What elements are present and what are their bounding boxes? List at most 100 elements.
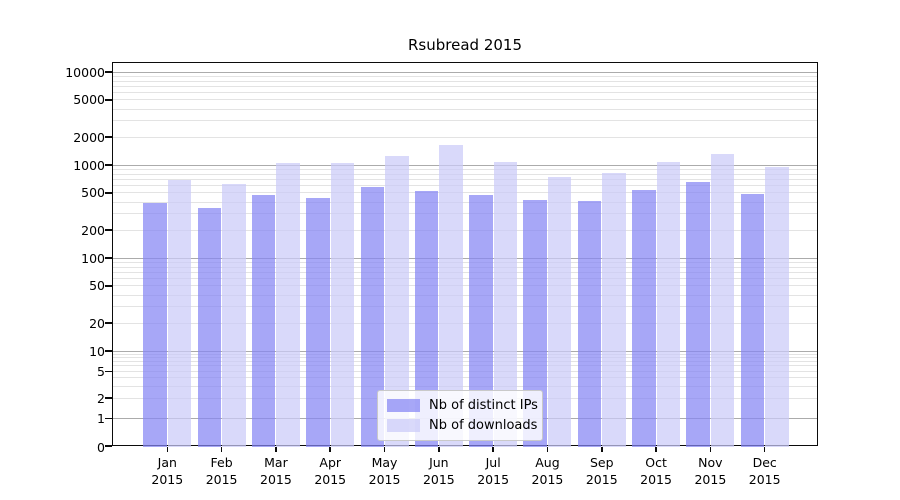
- x-tick-label: Feb 2015: [205, 455, 238, 487]
- bar-feb-downloads: [222, 184, 246, 447]
- gridline-minor: [113, 99, 817, 101]
- legend-label-distinct-ips: Nb of distinct IPs: [429, 398, 538, 413]
- y-tick-label: 2: [97, 390, 105, 406]
- y-tick-label: 5000: [73, 92, 105, 108]
- x-tick-label: Jan 2015: [151, 455, 184, 487]
- gridline-minor: [113, 213, 817, 215]
- bar-aug-ips: [523, 200, 547, 447]
- bar-feb-ips: [197, 207, 222, 447]
- gridline-minor: [113, 192, 817, 194]
- chart-title: Rsubread 2015: [408, 36, 522, 54]
- bar-nov-downloads: [710, 154, 735, 447]
- bar-jun-downloads: [439, 145, 463, 447]
- gridline-minor: [113, 271, 817, 273]
- x-tick-label: Oct 2015: [640, 455, 672, 487]
- gridline-minor: [113, 168, 817, 170]
- gridline-minor: [113, 80, 817, 82]
- gridline-minor: [113, 261, 817, 263]
- legend-label-downloads: Nb of downloads: [429, 418, 538, 433]
- bar-jul-ips: [469, 195, 493, 447]
- y-axis-tick: [105, 257, 112, 259]
- bar-may-downloads: [385, 155, 409, 447]
- gridline-major: [113, 71, 817, 73]
- x-tick-label: Nov 2015: [694, 455, 727, 487]
- y-tick-label: 10000: [65, 64, 105, 80]
- bars-layer: [113, 63, 817, 447]
- gridline-minor: [113, 120, 817, 122]
- x-axis-tick: [492, 447, 494, 452]
- gridline-minor: [113, 92, 817, 94]
- x-axis-tick: [220, 447, 223, 452]
- x-tick-label: Jun 2015: [422, 455, 455, 487]
- bar-dec-downloads: [765, 167, 789, 447]
- legend-item-distinct-ips: Nb of distinct IPs: [387, 398, 538, 413]
- y-axis-tick: [105, 99, 112, 101]
- gridline-minor: [113, 229, 817, 231]
- y-tick-label: 1000: [73, 157, 105, 173]
- x-tick-label: Sep 2015: [585, 455, 618, 487]
- gridline-minor: [113, 294, 817, 296]
- x-tick-label: Dec 2015: [748, 455, 781, 487]
- y-axis-tick: [105, 417, 112, 420]
- gridline-minor: [113, 178, 817, 180]
- y-tick-label: 200: [81, 222, 105, 238]
- x-axis-tick: [763, 447, 766, 452]
- bar-jul-downloads: [493, 161, 518, 447]
- bar-oct-ips: [632, 189, 656, 447]
- x-tick-label: May 2015: [368, 455, 401, 487]
- gridline-minor: [113, 370, 817, 372]
- gridline-minor: [113, 357, 817, 359]
- gridline-minor: [113, 306, 817, 308]
- bar-aug-downloads: [547, 176, 572, 447]
- x-tick-label: Jul 2015: [477, 455, 510, 487]
- y-tick-label: 100: [81, 250, 105, 266]
- x-axis-tick: [329, 447, 331, 452]
- grid-layer: [113, 63, 817, 445]
- y-tick-label: 500: [81, 185, 105, 201]
- y-tick-label: 2000: [73, 129, 105, 145]
- bar-sep-downloads: [602, 172, 626, 447]
- x-axis-tick: [166, 447, 169, 452]
- gridline-minor: [113, 360, 817, 362]
- x-axis-tick: [546, 447, 549, 452]
- y-axis-tick: [105, 322, 112, 324]
- gridline-minor: [113, 377, 817, 379]
- bar-dec-ips: [740, 193, 765, 447]
- gridline-major: [113, 350, 817, 352]
- gridline-minor: [113, 353, 817, 355]
- plot-area: Nb of distinct IPs Nb of downloads 0 1 2 5 1…: [65, 62, 818, 487]
- gridline-minor: [113, 75, 817, 77]
- y-axis-tick: [105, 370, 112, 373]
- gridline-minor: [113, 173, 817, 175]
- bar-jan-downloads: [167, 180, 192, 447]
- y-axis-tick: [105, 136, 112, 138]
- y-axis-tick: [105, 397, 112, 399]
- bar-sep-ips: [577, 201, 602, 447]
- y-tick-label: 1: [97, 411, 105, 426]
- y-tick-label: 50: [89, 278, 105, 294]
- bar-mar-downloads: [276, 163, 300, 447]
- gridline-minor: [113, 278, 817, 280]
- gridline-minor: [113, 185, 817, 187]
- gridline-minor: [113, 136, 817, 138]
- gridline-minor: [113, 201, 817, 203]
- y-tick-label: 0: [97, 439, 105, 455]
- legend-swatch-downloads-icon: [387, 419, 420, 432]
- x-axis-tick: [275, 447, 277, 452]
- bar-oct-downloads: [656, 161, 681, 447]
- x-axis-tick: [655, 447, 657, 452]
- legend: Nb of distinct IPs Nb of downloads: [377, 390, 543, 441]
- x-axis-tick: [438, 447, 440, 452]
- bar-mar-ips: [251, 195, 276, 447]
- y-tick-label: 5: [97, 363, 105, 379]
- gridline-minor: [113, 385, 817, 387]
- bar-apr-ips: [306, 197, 330, 447]
- y-axis-tick: [105, 192, 112, 194]
- bar-may-ips: [360, 187, 385, 447]
- x-tick-label: Aug 2015: [531, 455, 564, 487]
- x-axis-tick: [383, 447, 386, 452]
- gridline-major: [113, 257, 817, 259]
- x-axis-tick: [601, 447, 603, 452]
- bar-jun-ips: [414, 190, 439, 447]
